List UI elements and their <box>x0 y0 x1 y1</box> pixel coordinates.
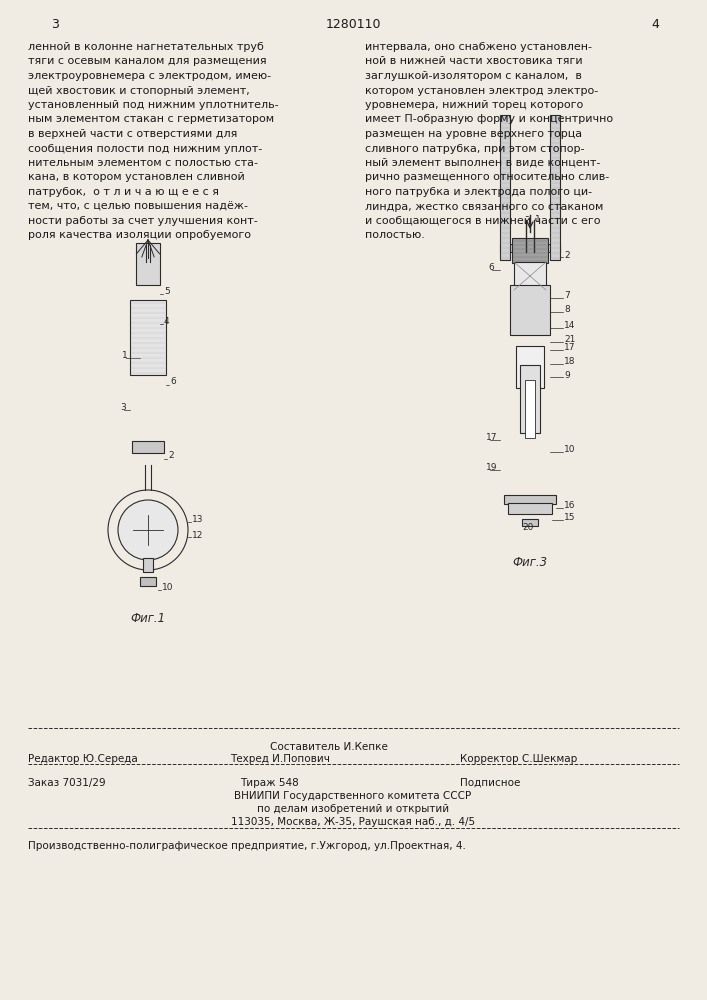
Text: 21: 21 <box>564 336 575 344</box>
Bar <box>510 285 550 335</box>
Text: сообщения полости под нижним уплот-: сообщения полости под нижним уплот- <box>28 143 262 153</box>
Bar <box>550 115 560 260</box>
Text: Фиг.1: Фиг.1 <box>130 611 165 624</box>
Bar <box>143 558 153 572</box>
Text: уровнемера, нижний торец которого: уровнемера, нижний торец которого <box>365 100 583 110</box>
Bar <box>500 115 510 260</box>
Text: 8: 8 <box>564 306 570 314</box>
Text: 113035, Москва, Ж-35, Раушская наб., д. 4/5: 113035, Москва, Ж-35, Раушская наб., д. … <box>231 817 475 827</box>
Text: Тираж 548: Тираж 548 <box>240 778 299 788</box>
Text: 4: 4 <box>651 18 659 31</box>
Text: 17: 17 <box>486 434 498 442</box>
Text: 13: 13 <box>192 516 204 524</box>
Text: рично размещенного относительно слив-: рично размещенного относительно слив- <box>365 172 609 182</box>
Text: 1280110: 1280110 <box>325 18 381 31</box>
Text: 7: 7 <box>564 292 570 300</box>
Text: ности работы за счет улучшения конт-: ности работы за счет улучшения конт- <box>28 216 258 226</box>
Text: и сообщающегося в нижней части с его: и сообщающегося в нижней части с его <box>365 216 600 226</box>
Bar <box>136 243 160 285</box>
Bar <box>130 300 166 375</box>
Text: 3: 3 <box>120 403 126 412</box>
Text: Составитель И.Кепке: Составитель И.Кепке <box>270 742 388 752</box>
Bar <box>133 320 163 330</box>
Text: Корректор С.Шекмар: Корректор С.Шекмар <box>460 754 577 764</box>
Text: линдра, жестко связанного со стаканом: линдра, жестко связанного со стаканом <box>365 202 603 212</box>
Text: 1: 1 <box>122 352 128 360</box>
Text: 10: 10 <box>564 446 575 454</box>
Text: имеет П-образную форму и концентрично: имеет П-образную форму и концентрично <box>365 114 613 124</box>
Text: 12: 12 <box>192 530 204 540</box>
Text: ной в нижней части хвостовика тяги: ной в нижней части хвостовика тяги <box>365 56 583 66</box>
Bar <box>132 441 164 453</box>
Text: сливного патрубка, при этом стопор-: сливного патрубка, при этом стопор- <box>365 143 585 153</box>
Text: котором установлен электрод электро-: котором установлен электрод электро- <box>365 86 598 96</box>
Bar <box>140 577 156 586</box>
Text: Техред И.Попович: Техред И.Попович <box>230 754 330 764</box>
Text: 3: 3 <box>51 18 59 31</box>
Circle shape <box>522 352 538 368</box>
Text: 2: 2 <box>168 452 174 460</box>
Text: 5: 5 <box>164 288 170 296</box>
Bar <box>500 244 560 252</box>
Text: Фиг.3: Фиг.3 <box>513 556 547 568</box>
Text: 6: 6 <box>170 377 176 386</box>
Text: Редактор Ю.Середа: Редактор Ю.Середа <box>28 754 138 764</box>
Bar <box>525 380 535 438</box>
Bar <box>516 346 544 388</box>
Text: ным элементом стакан с герметизатором: ным элементом стакан с герметизатором <box>28 114 274 124</box>
Text: размещен на уровне верхнего торца: размещен на уровне верхнего торца <box>365 129 582 139</box>
Bar <box>512 238 548 263</box>
Text: установленный под нижним уплотнитель-: установленный под нижним уплотнитель- <box>28 100 279 110</box>
Text: 1: 1 <box>535 216 541 225</box>
Text: ный элемент выполнен в виде концент-: ный элемент выполнен в виде концент- <box>365 158 600 168</box>
Text: по делам изобретений и открытий: по делам изобретений и открытий <box>257 804 449 814</box>
Text: электроуровнемера с электродом, имею-: электроуровнемера с электродом, имею- <box>28 71 271 81</box>
Text: 18: 18 <box>564 358 575 366</box>
Bar <box>520 365 540 433</box>
Text: 4: 4 <box>164 318 170 326</box>
Text: кана, в котором установлен сливной: кана, в котором установлен сливной <box>28 172 245 182</box>
Text: 19: 19 <box>486 464 498 473</box>
Bar <box>522 519 538 526</box>
Bar <box>140 312 156 342</box>
Text: интервала, оно снабжено установлен-: интервала, оно снабжено установлен- <box>365 42 592 52</box>
Text: 17: 17 <box>564 344 575 353</box>
Bar <box>514 262 546 290</box>
Text: 16: 16 <box>564 502 575 510</box>
Text: 2: 2 <box>564 251 570 260</box>
Text: 14: 14 <box>564 322 575 330</box>
Text: Подписное: Подписное <box>460 778 520 788</box>
Text: ленной в колонне нагнетательных труб: ленной в колонне нагнетательных труб <box>28 42 264 52</box>
Circle shape <box>118 500 178 560</box>
Text: ного патрубка и электрода полого ци-: ного патрубка и электрода полого ци- <box>365 187 592 197</box>
Text: 9: 9 <box>564 370 570 379</box>
Text: 20: 20 <box>522 524 533 532</box>
Text: 6: 6 <box>488 263 493 272</box>
Text: заглушкой-изолятором с каналом,  в: заглушкой-изолятором с каналом, в <box>365 71 582 81</box>
Bar <box>508 503 552 514</box>
Bar <box>522 310 538 320</box>
Text: 15: 15 <box>564 514 575 522</box>
Text: в верхней части с отверстиями для: в верхней части с отверстиями для <box>28 129 238 139</box>
Text: патрубок,  о т л и ч а ю щ е е с я: патрубок, о т л и ч а ю щ е е с я <box>28 187 219 197</box>
Text: Заказ 7031/29: Заказ 7031/29 <box>28 778 105 788</box>
Text: щей хвостовик и стопорный элемент,: щей хвостовик и стопорный элемент, <box>28 86 250 96</box>
Text: Производственно-полиграфическое предприятие, г.Ужгород, ул.Проектная, 4.: Производственно-полиграфическое предприя… <box>28 841 466 851</box>
Text: тяги с осевым каналом для размещения: тяги с осевым каналом для размещения <box>28 56 267 66</box>
Text: 10: 10 <box>162 584 173 592</box>
Text: полостью.: полостью. <box>365 231 425 240</box>
Text: нительным элементом с полостью ста-: нительным элементом с полостью ста- <box>28 158 258 168</box>
Text: роля качества изоляции опробуемого: роля качества изоляции опробуемого <box>28 231 251 240</box>
Text: ВНИИПИ Государственного комитета СССР: ВНИИПИ Государственного комитета СССР <box>235 791 472 801</box>
Text: тем, что, с целью повышения надёж-: тем, что, с целью повышения надёж- <box>28 202 248 212</box>
Bar <box>504 495 556 504</box>
